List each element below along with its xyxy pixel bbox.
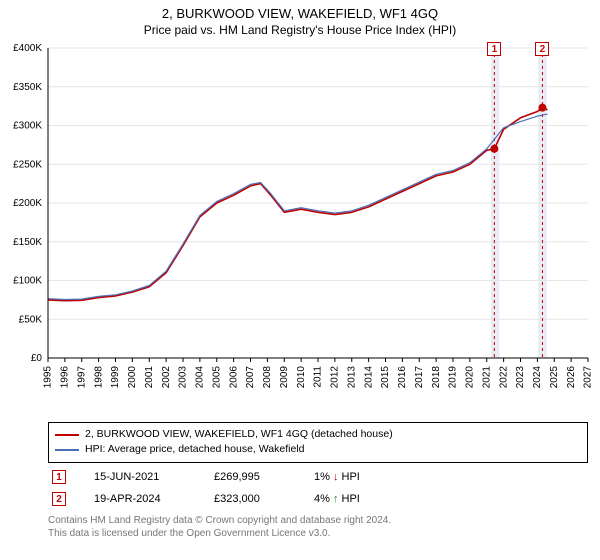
svg-text:1997: 1997	[76, 366, 87, 388]
svg-text:2009: 2009	[279, 366, 290, 388]
svg-text:1999: 1999	[110, 366, 121, 388]
sale-badge: 2	[52, 492, 66, 506]
svg-text:£200K: £200K	[13, 198, 42, 209]
svg-text:£150K: £150K	[13, 237, 42, 248]
svg-text:2001: 2001	[144, 366, 155, 388]
sale-date: 19-APR-2024	[94, 493, 214, 505]
chart-title-block: 2, BURKWOOD VIEW, WAKEFIELD, WF1 4GQ Pri…	[0, 0, 600, 37]
svg-text:2019: 2019	[448, 366, 459, 388]
svg-text:£300K: £300K	[13, 121, 42, 132]
footnote-line1: Contains HM Land Registry data © Crown c…	[48, 514, 588, 527]
sale-row: 2 19-APR-2024£323,0004% ↑ HPI	[48, 488, 588, 510]
svg-text:2006: 2006	[228, 366, 239, 388]
footnote: Contains HM Land Registry data © Crown c…	[48, 514, 588, 540]
svg-text:2020: 2020	[465, 366, 476, 388]
svg-text:2000: 2000	[127, 366, 138, 388]
sale-vs-hpi: 1% ↓ HPI	[314, 471, 360, 483]
legend-swatch	[55, 449, 79, 451]
svg-text:2013: 2013	[346, 366, 357, 388]
svg-text:2021: 2021	[481, 366, 492, 388]
svg-text:2011: 2011	[313, 366, 324, 388]
svg-text:2005: 2005	[211, 366, 222, 388]
svg-text:2023: 2023	[515, 366, 526, 388]
svg-text:2022: 2022	[498, 366, 509, 388]
svg-text:1996: 1996	[60, 366, 71, 388]
svg-text:2027: 2027	[583, 366, 592, 388]
svg-text:£100K: £100K	[13, 276, 42, 287]
svg-text:2025: 2025	[549, 366, 560, 388]
sale-vs-hpi: 4% ↑ HPI	[314, 493, 360, 505]
svg-text:2017: 2017	[414, 366, 425, 388]
svg-text:£250K: £250K	[13, 159, 42, 170]
arrow-down-icon: ↓	[333, 471, 339, 483]
svg-text:2008: 2008	[262, 366, 273, 388]
svg-text:£350K: £350K	[13, 82, 42, 93]
chart-area: £0£50K£100K£150K£200K£250K£300K£350K£400…	[48, 48, 588, 388]
legend-label: 2, BURKWOOD VIEW, WAKEFIELD, WF1 4GQ (de…	[85, 427, 393, 442]
legend-swatch	[55, 434, 79, 436]
svg-text:£50K: £50K	[19, 314, 43, 325]
svg-text:2016: 2016	[397, 366, 408, 388]
svg-text:2003: 2003	[178, 366, 189, 388]
svg-text:2026: 2026	[566, 366, 577, 388]
arrow-up-icon: ↑	[333, 493, 339, 505]
svg-text:2004: 2004	[195, 366, 206, 388]
sales-markers: 1 15-JUN-2021£269,9951% ↓ HPI 2 19-APR-2024…	[48, 466, 588, 510]
svg-text:2012: 2012	[330, 366, 341, 388]
sale-price: £323,000	[214, 493, 314, 505]
svg-text:2024: 2024	[532, 366, 543, 388]
svg-text:£0: £0	[31, 353, 43, 364]
legend-item: HPI: Average price, detached house, Wake…	[55, 442, 581, 457]
legend-label: HPI: Average price, detached house, Wake…	[85, 442, 304, 457]
svg-text:1998: 1998	[93, 366, 104, 388]
footnote-line2: This data is licensed under the Open Gov…	[48, 527, 588, 540]
legend-item: 2, BURKWOOD VIEW, WAKEFIELD, WF1 4GQ (de…	[55, 427, 581, 442]
svg-text:2014: 2014	[363, 366, 374, 388]
svg-text:2002: 2002	[161, 366, 172, 388]
svg-text:1995: 1995	[43, 366, 54, 388]
sale-price: £269,995	[214, 471, 314, 483]
svg-text:2007: 2007	[245, 366, 256, 388]
svg-text:£400K: £400K	[13, 44, 42, 54]
chart-title-address: 2, BURKWOOD VIEW, WAKEFIELD, WF1 4GQ	[0, 6, 600, 21]
sale-row: 1 15-JUN-2021£269,9951% ↓ HPI	[48, 466, 588, 488]
chart-title-subtitle: Price paid vs. HM Land Registry's House …	[0, 23, 600, 37]
sale-badge: 1	[52, 470, 66, 484]
svg-text:2010: 2010	[296, 366, 307, 388]
legend: 2, BURKWOOD VIEW, WAKEFIELD, WF1 4GQ (de…	[48, 422, 588, 463]
sale-date: 15-JUN-2021	[94, 471, 214, 483]
svg-text:2018: 2018	[431, 366, 442, 388]
svg-text:2015: 2015	[380, 366, 391, 388]
